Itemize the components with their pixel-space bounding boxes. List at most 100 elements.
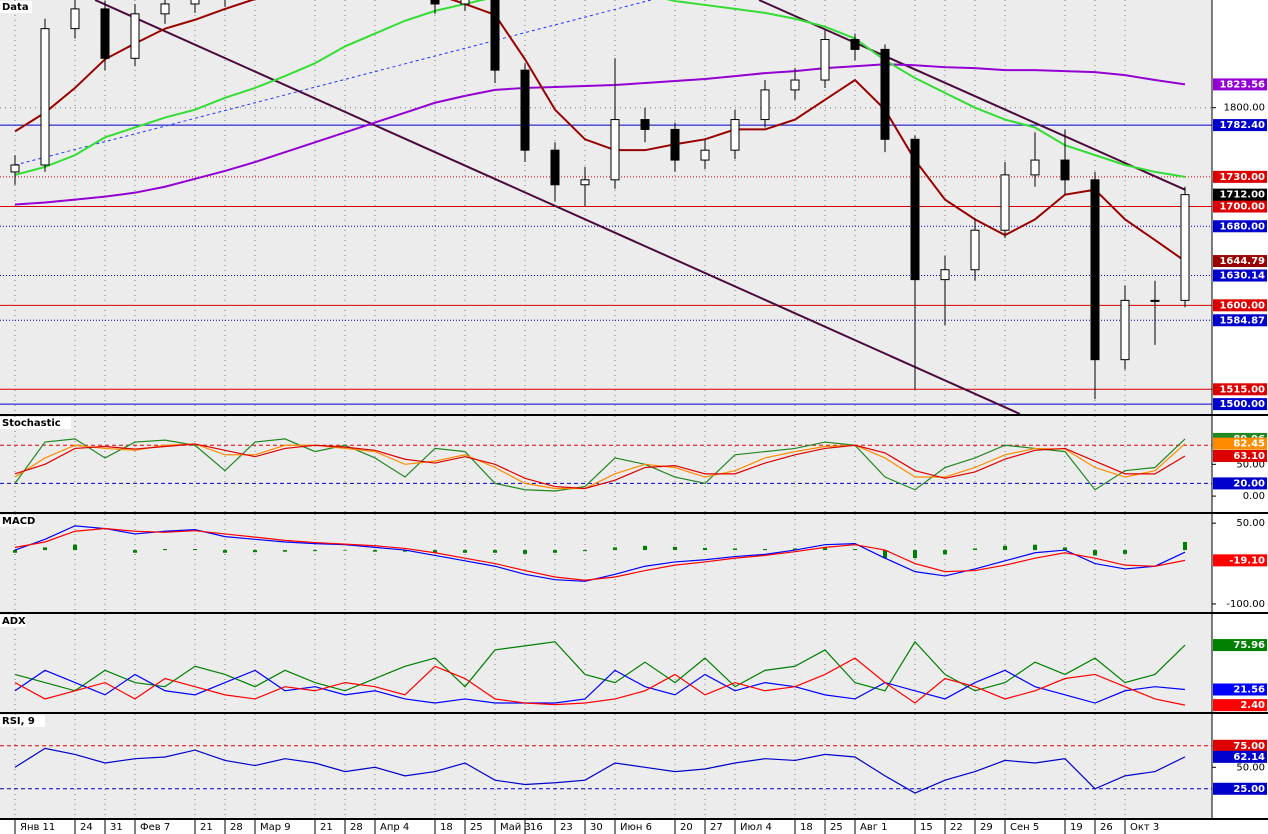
histogram-bar bbox=[973, 548, 977, 551]
candle-body bbox=[1000, 174, 1010, 231]
value-label-box bbox=[1213, 383, 1267, 396]
candle-body bbox=[1030, 159, 1040, 176]
histogram-bar bbox=[613, 547, 617, 551]
value-label: 1823.56 bbox=[1219, 79, 1265, 90]
value-label: 1584.87 bbox=[1219, 315, 1265, 326]
series-line bbox=[14, 443, 1186, 490]
candle-body bbox=[490, 0, 500, 71]
value-label: 25.00 bbox=[1233, 784, 1265, 795]
value-label-box bbox=[1213, 269, 1267, 282]
value-label-box bbox=[1213, 554, 1267, 567]
value-label: 1644.79 bbox=[1219, 256, 1265, 267]
value-label: 2.40 bbox=[1240, 700, 1265, 711]
x-tick-label: 18 bbox=[440, 822, 453, 833]
value-label-box bbox=[1213, 188, 1267, 201]
series-line bbox=[14, 0, 1186, 262]
value-label: 63.10 bbox=[1233, 451, 1265, 462]
panel-title-box bbox=[0, 715, 45, 727]
candle-body bbox=[580, 179, 590, 186]
histogram-bar bbox=[223, 550, 227, 553]
histogram-bar bbox=[853, 549, 857, 551]
histogram-bar bbox=[733, 548, 737, 551]
candle-body bbox=[1120, 299, 1130, 361]
value-label-box bbox=[1213, 398, 1267, 411]
histogram-bar bbox=[1003, 545, 1007, 551]
value-label-box bbox=[1213, 782, 1267, 795]
value-label: 1782.40 bbox=[1219, 120, 1265, 131]
value-label-box bbox=[1213, 699, 1267, 712]
x-tick-label: 24 bbox=[80, 822, 93, 833]
histogram-bar bbox=[283, 550, 287, 552]
candle-body bbox=[910, 138, 920, 281]
value-label: 1712.00 bbox=[1219, 190, 1265, 201]
histogram-bar bbox=[1123, 550, 1127, 554]
histogram-bar bbox=[1033, 544, 1037, 551]
candle-body bbox=[700, 149, 710, 161]
y-tick-label: 0.00 bbox=[1243, 491, 1265, 502]
panel-title-box bbox=[0, 515, 32, 527]
panel-bg bbox=[0, 614, 1212, 712]
value-label-box bbox=[1213, 437, 1267, 450]
series-line bbox=[14, 747, 1186, 794]
trend-line bbox=[94, 0, 1021, 414]
value-label-box bbox=[1213, 750, 1267, 763]
candle-body bbox=[850, 39, 860, 50]
histogram-bar bbox=[673, 546, 677, 551]
value-label: 1500.00 bbox=[1219, 399, 1265, 410]
value-label-box bbox=[1213, 683, 1267, 696]
value-label-box bbox=[1213, 170, 1267, 183]
histogram-bar bbox=[583, 550, 587, 552]
histogram-bar bbox=[343, 550, 347, 551]
histogram-bar bbox=[13, 550, 17, 553]
histogram-bar bbox=[823, 547, 827, 551]
series-line bbox=[14, 657, 1186, 706]
x-tick-label: 31 bbox=[110, 822, 123, 833]
histogram-bar bbox=[133, 550, 137, 553]
histogram-bar bbox=[763, 549, 767, 551]
x-tick-label: 26 bbox=[1100, 822, 1113, 833]
series-line bbox=[14, 438, 1186, 492]
candle-body bbox=[520, 69, 530, 151]
y-tick-label: 50.00 bbox=[1236, 762, 1265, 773]
candle-body bbox=[730, 119, 740, 151]
x-tick-label: 18 bbox=[800, 822, 813, 833]
histogram-bar bbox=[433, 550, 437, 553]
x-tick-label: 23 bbox=[560, 822, 573, 833]
panel-title-box bbox=[0, 615, 26, 627]
histogram-bar bbox=[493, 550, 497, 553]
panel-title: ADX bbox=[2, 616, 26, 627]
x-tick-label: 29 bbox=[980, 822, 993, 833]
x-tick-label: Июл 4 bbox=[740, 822, 772, 833]
histogram-bar bbox=[793, 548, 797, 551]
x-tick-label: 15 bbox=[920, 822, 933, 833]
x-tick-label: 25 bbox=[470, 822, 483, 833]
value-label-box bbox=[1213, 314, 1267, 327]
value-label: 20.00 bbox=[1233, 478, 1265, 489]
value-label-box bbox=[1213, 255, 1267, 268]
candle-body bbox=[40, 28, 50, 166]
panel bbox=[14, 614, 1186, 712]
series-line bbox=[14, 527, 1186, 581]
candle-body bbox=[610, 119, 620, 181]
trend-line bbox=[14, 0, 652, 166]
value-label-box bbox=[1213, 299, 1267, 312]
value-label: 1630.14 bbox=[1219, 271, 1265, 282]
value-label-box bbox=[1213, 200, 1267, 213]
histogram-bar bbox=[463, 550, 467, 553]
candle-body bbox=[1060, 159, 1070, 181]
candle-body bbox=[550, 149, 560, 186]
value-label-box bbox=[1213, 449, 1267, 462]
value-label-box bbox=[1213, 477, 1267, 490]
histogram-bar bbox=[73, 544, 77, 551]
candle-body bbox=[760, 89, 770, 121]
candle-body bbox=[940, 269, 950, 281]
value-label: 1700.00 bbox=[1219, 202, 1265, 213]
x-tick-label: Апр 4 bbox=[380, 822, 409, 833]
panel bbox=[0, 0, 1212, 414]
value-label: 82.45 bbox=[1233, 439, 1265, 450]
value-label: 75.96 bbox=[1233, 640, 1265, 651]
series-line bbox=[14, 443, 1186, 490]
value-label: -19.10 bbox=[1229, 555, 1265, 566]
